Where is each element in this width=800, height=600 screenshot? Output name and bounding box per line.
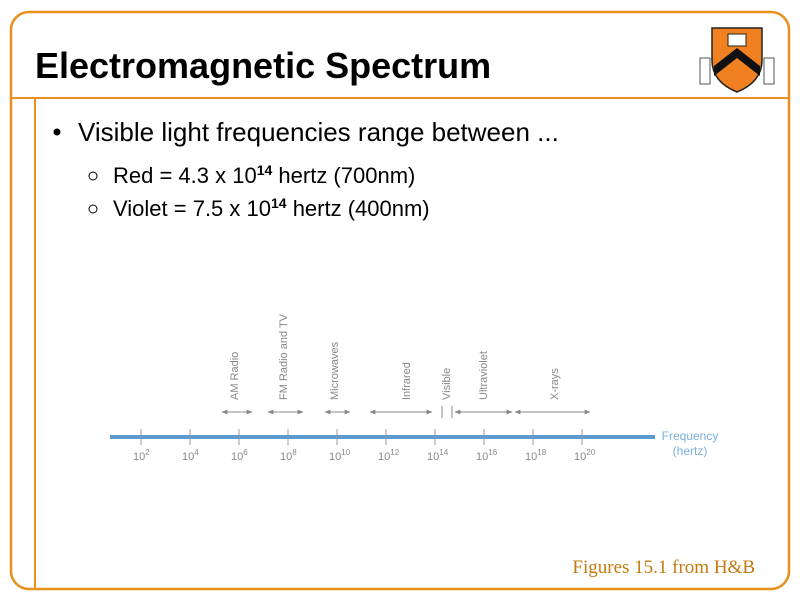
tick-label: 106 [231, 448, 248, 463]
tick-base: 10 [329, 451, 341, 463]
sub-bullet-text: Violet = 7.5 x 1014 hertz (400nm) [113, 195, 430, 221]
slide-border [9, 10, 791, 591]
tick-label: 1010 [329, 448, 351, 463]
tick-label: 1014 [427, 448, 449, 463]
tick-base: 10 [280, 451, 292, 463]
tick-exponent: 6 [243, 448, 248, 457]
tick-exponent: 12 [390, 448, 399, 457]
band-label: Infrared [401, 362, 413, 400]
tick-label: 1018 [525, 448, 547, 463]
tick-label: 1012 [378, 448, 400, 463]
sub-bullet-dot [88, 204, 98, 214]
tick-base: 10 [476, 451, 488, 463]
logo [699, 27, 775, 93]
caption: Figures 15.1 from H&B [572, 557, 755, 578]
tick-base: 10 [378, 451, 390, 463]
tick-label: 102 [133, 448, 150, 463]
bullet-text: Visible light frequencies range between … [78, 117, 559, 147]
band-label: Microwaves [329, 341, 341, 400]
tick-exponent: 4 [194, 448, 199, 457]
tick-label: 1020 [574, 448, 596, 463]
band-label: FM Radio and TV [278, 313, 290, 400]
sub-bullet-dot [88, 171, 98, 181]
band-label: AM Radio [229, 352, 241, 400]
tick-base: 10 [525, 451, 537, 463]
tick-base: 10 [182, 451, 194, 463]
tick-base: 10 [231, 451, 243, 463]
tick-base: 10 [133, 451, 145, 463]
tick-exponent: 16 [488, 448, 497, 457]
tick-label: 104 [182, 448, 199, 463]
text-part: Red = 4.3 x 10 [113, 163, 257, 188]
tick-label: 108 [280, 448, 297, 463]
bullet-dot [53, 128, 61, 136]
axis-label: Frequency [662, 429, 719, 443]
superscript: 14 [271, 195, 287, 211]
text-part: hertz (700nm) [272, 163, 415, 188]
superscript: 14 [257, 162, 273, 178]
tick-exponent: 2 [145, 448, 150, 457]
band-label: X-rays [549, 368, 561, 400]
tick-exponent: 10 [341, 448, 350, 457]
text-part: hertz (400nm) [287, 196, 430, 221]
band-label: Visible [441, 368, 453, 400]
tick-exponent: 8 [292, 448, 297, 457]
tick-label: 1016 [476, 448, 498, 463]
sub-bullet-text: Red = 4.3 x 1014 hertz (700nm) [113, 162, 415, 188]
tick-base: 10 [574, 451, 586, 463]
slide-title: Electromagnetic Spectrum [35, 45, 491, 86]
tick-exponent: 14 [439, 448, 448, 457]
tick-exponent: 20 [586, 448, 595, 457]
band-label: Ultraviolet [478, 351, 490, 400]
tick-exponent: 18 [537, 448, 546, 457]
axis-label: (hertz) [673, 444, 708, 458]
tick-base: 10 [427, 451, 439, 463]
text-part: Violet = 7.5 x 10 [113, 196, 271, 221]
